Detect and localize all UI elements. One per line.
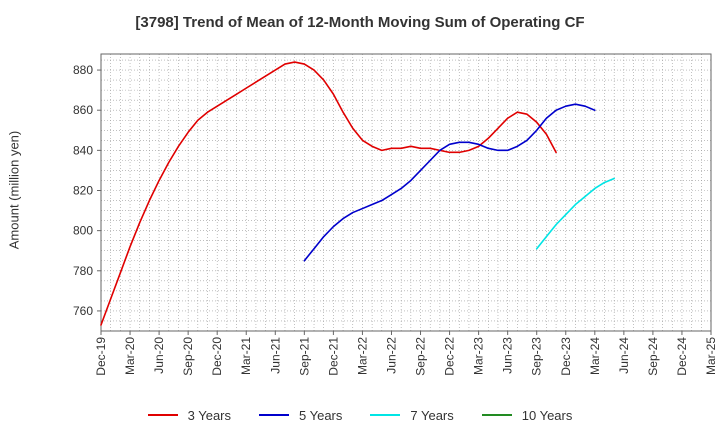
x-tick-label: Mar-24 (588, 337, 602, 375)
x-tick-label: Mar-22 (355, 337, 369, 375)
legend-item-10-years: 10 Years (481, 407, 573, 423)
legend-swatch (370, 414, 401, 416)
y-tick-label: 880 (73, 63, 93, 77)
legend-item-3-years: 3 Years (147, 407, 231, 423)
legend-label: 7 Years (410, 407, 454, 423)
x-tick-label: Sep-23 (530, 337, 544, 376)
legend-swatch (481, 414, 512, 416)
legend-label: 3 Years (187, 407, 231, 423)
legend-item-7-years: 7 Years (370, 407, 454, 423)
x-tick-label: Dec-19 (94, 337, 108, 376)
x-tick-label: Mar-21 (239, 337, 253, 375)
legend: 3 Years 5 Years 7 Years 10 Years (0, 405, 720, 425)
series-line-5-years (303, 103, 596, 262)
y-tick-label: 860 (73, 103, 93, 117)
legend-item-5-years: 5 Years (259, 408, 342, 423)
x-tick-label: Jun-23 (501, 337, 515, 374)
x-tick-label: Jun-22 (384, 337, 398, 374)
y-tick-label: 800 (73, 224, 93, 238)
x-tick-label: Sep-21 (297, 337, 311, 376)
y-tick-label: 780 (73, 264, 93, 278)
x-tick-label: Dec-20 (210, 337, 224, 376)
x-tick-label: Mar-25 (704, 337, 718, 375)
plot-frame (100, 53, 712, 332)
y-tick-label: 760 (73, 304, 93, 318)
x-tick-label: Dec-21 (326, 337, 340, 376)
series-line-3-years (100, 61, 557, 326)
legend-swatch (259, 414, 289, 416)
x-tick-label: Sep-24 (646, 337, 660, 376)
x-tick-label: Dec-23 (559, 337, 573, 376)
x-tick-label: Jun-21 (268, 337, 282, 374)
x-tick-label: Sep-20 (181, 337, 195, 376)
x-tick-label: Dec-22 (443, 337, 457, 376)
chart-title: [3798] Trend of Mean of 12-Month Moving … (135, 14, 585, 31)
x-tick-label: Jun-24 (617, 337, 631, 374)
x-tick-label: Sep-22 (414, 337, 428, 376)
x-tick-label: Mar-20 (123, 337, 137, 375)
series-line-7-years (535, 177, 615, 250)
legend-swatch (147, 414, 178, 416)
legend-label: 5 Years (299, 407, 343, 423)
x-tick-label: Dec-24 (675, 337, 689, 376)
legend-label: 10 Years (521, 407, 573, 423)
x-tick-label: Jun-20 (152, 337, 166, 374)
x-tick-label: Mar-23 (472, 337, 486, 375)
y-tick-label: 820 (73, 183, 93, 197)
y-tick-label: 840 (73, 143, 93, 157)
